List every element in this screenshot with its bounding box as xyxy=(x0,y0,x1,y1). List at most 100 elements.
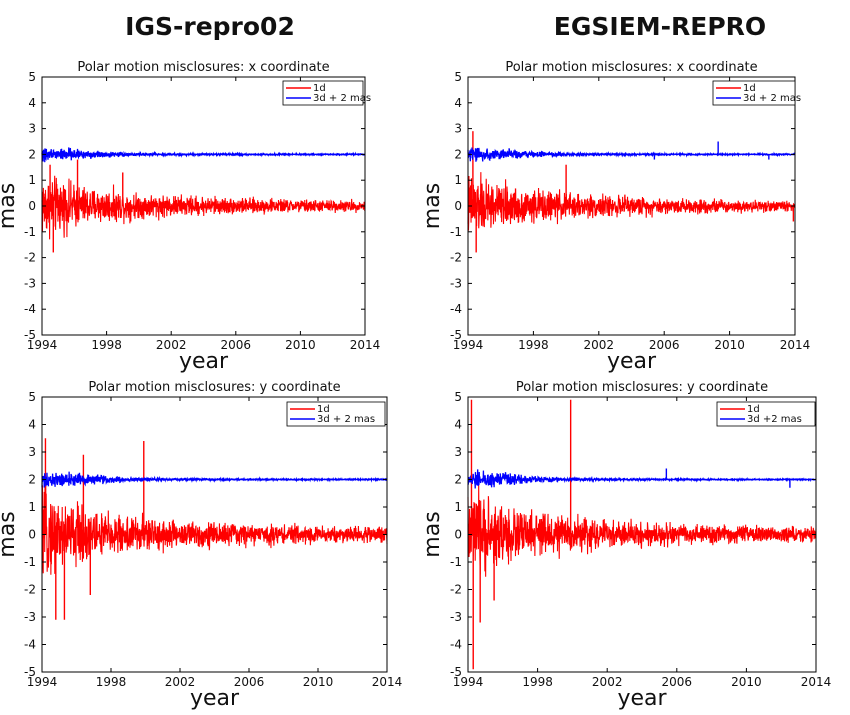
chart-x-coordinate-egsiem: Polar motion misclosures: x coordinate -5… xyxy=(420,60,811,374)
y-tick-label: -5 xyxy=(450,665,462,679)
y-tick-label: -5 xyxy=(24,328,36,342)
y-tick-label: 1 xyxy=(28,173,36,187)
y-axis-label: mas xyxy=(0,511,20,557)
y-tick-label: -3 xyxy=(450,276,462,290)
x-tick-label: 1994 xyxy=(453,675,484,689)
x-tick-label: 2006 xyxy=(649,338,680,352)
y-tick-label: -3 xyxy=(24,610,36,624)
x-axis-label: year xyxy=(179,349,229,374)
x-tick-label: 2010 xyxy=(303,675,334,689)
chart-x-coordinate-igs: Polar motion misclosures: x coordinate -5… xyxy=(0,60,381,374)
x-tick-label: 1994 xyxy=(453,338,484,352)
y-tick-label: -4 xyxy=(24,302,36,316)
series-line-red xyxy=(41,175,366,240)
y-tick-label: 1 xyxy=(454,500,462,514)
y-tick-label: 3 xyxy=(454,445,462,459)
legend-label: 1d xyxy=(743,83,756,94)
y-tick-label: 4 xyxy=(454,418,462,432)
y-tick-label: -4 xyxy=(450,638,462,652)
y-tick-label: 2 xyxy=(454,147,462,161)
legend-label: 3d +2 mas xyxy=(747,414,802,425)
series-line-blue xyxy=(467,147,796,162)
legend-label: 3d + 2 mas xyxy=(317,414,375,425)
y-tick-label: 3 xyxy=(454,122,462,136)
x-tick-label: 1998 xyxy=(91,338,122,352)
y-tick-label: 3 xyxy=(28,122,36,136)
column-title-igs-repro02: IGS-repro02 xyxy=(125,12,295,41)
legend-label: 3d + 2 mas xyxy=(313,93,371,104)
x-tick-label: 1998 xyxy=(96,675,127,689)
legend-box xyxy=(712,80,796,106)
chart-y-coordinate-egsiem: Polar motion misclosures: y coordinate -5… xyxy=(420,380,832,711)
y-tick-label: 0 xyxy=(454,199,462,213)
y-tick-label: 2 xyxy=(28,147,36,161)
chart-title: Polar motion misclosures: y coordinate xyxy=(88,380,340,395)
y-tick-label: -2 xyxy=(24,251,36,265)
y-tick-label: -4 xyxy=(24,638,36,652)
y-tick-label: 5 xyxy=(28,70,36,84)
series-line-blue xyxy=(41,147,366,163)
x-tick-label: 2006 xyxy=(221,338,252,352)
y-tick-label: -4 xyxy=(450,302,462,316)
x-tick-label: 1998 xyxy=(522,675,553,689)
y-tick-label: -1 xyxy=(24,225,36,239)
y-tick-label: -2 xyxy=(24,583,36,597)
chart-title: Polar motion misclosures: x coordinate xyxy=(77,60,329,75)
y-tick-label: 4 xyxy=(28,418,36,432)
x-tick-label: 2002 xyxy=(156,338,187,352)
legend-box xyxy=(716,401,816,427)
y-tick-label: -2 xyxy=(450,583,462,597)
y-tick-label: -1 xyxy=(450,555,462,569)
y-tick-label: -5 xyxy=(450,328,462,342)
chart-y-coordinate-igs: Polar motion misclosures: y coordinate -5… xyxy=(0,380,402,711)
x-axis-label: year xyxy=(607,349,657,374)
y-tick-label: 2 xyxy=(28,473,36,487)
legend-box xyxy=(286,401,386,427)
x-axis-label: year xyxy=(617,686,667,711)
legend-label: 1d xyxy=(313,83,326,94)
x-tick-label: 2006 xyxy=(234,675,265,689)
y-tick-label: 1 xyxy=(28,500,36,514)
y-tick-label: -5 xyxy=(24,665,36,679)
x-tick-label: 2014 xyxy=(350,338,381,352)
legend-box xyxy=(282,80,364,106)
chart-title: Polar motion misclosures: y coordinate xyxy=(516,380,768,395)
y-tick-label: 0 xyxy=(454,528,462,542)
legend-label: 3d + 2 mas xyxy=(743,93,801,104)
y-axis-label: mas xyxy=(0,183,20,229)
x-tick-label: 2002 xyxy=(592,675,623,689)
series-line-blue xyxy=(41,471,388,488)
y-tick-label: 4 xyxy=(454,96,462,110)
x-tick-label: 2006 xyxy=(662,675,693,689)
chart-title: Polar motion misclosures: x coordinate xyxy=(505,60,757,75)
y-axis-label: mas xyxy=(420,511,445,557)
x-tick-label: 2010 xyxy=(731,675,762,689)
series-line-red xyxy=(41,482,388,575)
y-tick-label: 5 xyxy=(454,390,462,404)
series-line-blue xyxy=(467,469,817,489)
y-tick-label: -1 xyxy=(24,555,36,569)
x-tick-label: 2002 xyxy=(165,675,196,689)
y-tick-label: -3 xyxy=(24,276,36,290)
series-line-red xyxy=(467,172,796,231)
x-tick-label: 2010 xyxy=(714,338,745,352)
y-tick-label: 4 xyxy=(28,96,36,110)
x-tick-label: 2010 xyxy=(285,338,316,352)
y-tick-label: -3 xyxy=(450,610,462,624)
y-tick-label: 5 xyxy=(454,70,462,84)
y-tick-label: -1 xyxy=(450,225,462,239)
x-tick-label: 2014 xyxy=(780,338,811,352)
column-title-egsiem-repro: EGSIEM-REPRO xyxy=(553,12,767,41)
x-tick-label: 2002 xyxy=(584,338,615,352)
y-tick-label: 0 xyxy=(28,199,36,213)
y-tick-label: 1 xyxy=(454,173,462,187)
x-tick-label: 1998 xyxy=(518,338,549,352)
x-tick-label: 1994 xyxy=(27,338,58,352)
x-axis-label: year xyxy=(190,686,240,711)
y-tick-label: 3 xyxy=(28,445,36,459)
legend-label: 1d xyxy=(747,404,760,415)
y-tick-label: 2 xyxy=(454,473,462,487)
y-tick-label: -2 xyxy=(450,251,462,265)
x-tick-label: 2014 xyxy=(801,675,832,689)
y-tick-label: 0 xyxy=(28,528,36,542)
